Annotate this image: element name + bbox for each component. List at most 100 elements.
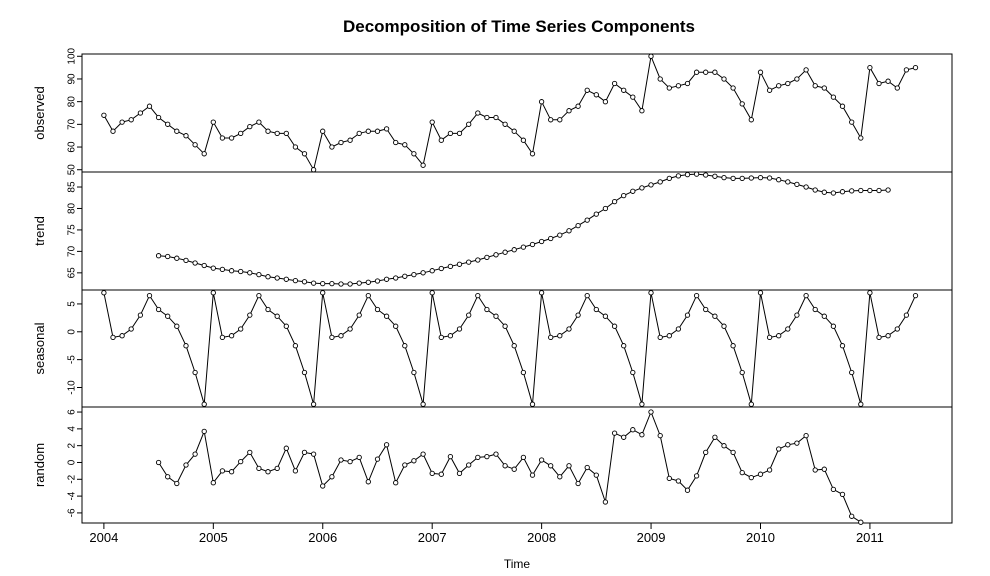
data-point-observed — [110, 128, 116, 134]
data-point-trend — [356, 280, 362, 286]
data-point-seasonal — [885, 333, 891, 339]
data-point-seasonal — [666, 333, 672, 339]
xtick-label: 2006 — [308, 530, 337, 545]
ytick-label: -4 — [67, 491, 78, 500]
data-point-observed — [301, 151, 308, 157]
data-point-trend — [183, 257, 189, 264]
panel-frame-observed — [81, 53, 953, 173]
data-point-observed — [265, 128, 271, 134]
data-point-random — [858, 519, 864, 525]
data-point-trend — [712, 173, 718, 179]
ytick-label: 80 — [67, 96, 78, 108]
xtick-label: 2011 — [856, 530, 884, 545]
data-point-trend — [639, 185, 645, 191]
data-point-observed — [484, 114, 490, 121]
series-line-random — [158, 410, 862, 523]
data-point-observed — [858, 135, 864, 141]
data-point-trend — [429, 268, 435, 274]
data-point-observed — [174, 128, 180, 134]
data-point-seasonal — [174, 323, 180, 329]
data-point-seasonal — [648, 290, 654, 296]
data-point-seasonal — [912, 292, 919, 299]
data-point-random — [639, 432, 645, 438]
data-point-seasonal — [593, 306, 599, 313]
data-point-trend — [675, 173, 682, 179]
data-point-trend — [456, 261, 463, 267]
data-point-seasonal — [502, 323, 508, 329]
data-point-observed — [466, 121, 472, 127]
data-point-random — [648, 409, 654, 415]
data-point-seasonal — [274, 313, 280, 319]
data-point-seasonal — [703, 306, 709, 313]
data-point-random — [739, 469, 745, 476]
data-point-seasonal — [739, 369, 745, 376]
data-point-seasonal — [201, 401, 207, 407]
data-point-seasonal — [575, 312, 581, 318]
data-point-observed — [557, 117, 563, 123]
data-point-observed — [739, 101, 745, 107]
data-point-seasonal — [849, 369, 855, 376]
data-point-trend — [630, 188, 636, 194]
data-point-trend — [447, 263, 454, 270]
data-point-random — [849, 513, 855, 519]
data-point-random — [520, 454, 527, 461]
data-point-observed — [101, 112, 107, 118]
data-point-observed — [803, 67, 809, 73]
data-point-observed — [393, 139, 399, 146]
data-point-random — [447, 453, 454, 460]
data-point-seasonal — [858, 401, 864, 407]
data-point-observed — [602, 99, 609, 105]
ytick-label: 85 — [67, 181, 78, 193]
data-point-observed — [310, 167, 317, 173]
data-point-random — [310, 451, 317, 457]
data-point-trend — [803, 184, 809, 190]
data-point-random — [192, 451, 198, 457]
series-line-observed — [103, 54, 916, 172]
data-point-trend — [876, 187, 882, 194]
data-point-observed — [621, 87, 627, 93]
data-point-random — [493, 451, 499, 457]
data-point-trend — [165, 253, 171, 260]
data-point-observed — [712, 69, 718, 75]
data-point-random — [411, 458, 417, 464]
panel-trend: 65 70 75 80 85 trend — [32, 171, 953, 291]
data-point-observed — [821, 85, 827, 91]
data-point-random — [584, 464, 590, 471]
data-point-observed — [730, 85, 736, 91]
data-point-seasonal — [383, 313, 390, 319]
data-point-trend — [347, 281, 353, 287]
data-point-observed — [219, 135, 226, 141]
ytick-label: 0 — [67, 329, 78, 335]
data-point-observed — [584, 87, 590, 93]
data-point-seasonal — [101, 290, 107, 296]
series-line-seasonal — [103, 292, 916, 405]
data-point-seasonal — [183, 343, 189, 349]
panel-observed: 50 60 70 80 90 100 observed — [32, 47, 953, 175]
data-point-seasonal — [894, 326, 900, 332]
ytick-label: 75 — [67, 224, 78, 236]
data-point-random — [712, 434, 718, 440]
panel-label-seasonal: seasonal — [32, 322, 47, 374]
data-point-trend — [858, 187, 864, 194]
data-point-seasonal — [402, 343, 408, 349]
data-point-observed — [812, 83, 818, 89]
data-point-trend — [648, 182, 654, 188]
data-point-seasonal — [137, 312, 144, 318]
data-point-observed — [575, 103, 581, 109]
data-point-observed — [119, 119, 125, 125]
data-point-trend — [621, 192, 627, 199]
data-point-random — [703, 449, 709, 456]
data-point-seasonal — [548, 334, 554, 341]
data-point-trend — [338, 281, 344, 287]
xtick-label: 2005 — [199, 530, 228, 545]
data-point-seasonal — [420, 401, 426, 407]
data-point-observed — [137, 110, 144, 116]
data-point-seasonal — [730, 343, 736, 349]
ytick-label: 0 — [67, 459, 78, 465]
data-point-observed — [593, 92, 599, 98]
ytick-label: -2 — [67, 474, 78, 483]
data-point-observed — [794, 76, 800, 82]
data-point-seasonal — [557, 333, 563, 339]
data-point-seasonal — [511, 343, 517, 349]
data-point-observed — [374, 128, 381, 134]
